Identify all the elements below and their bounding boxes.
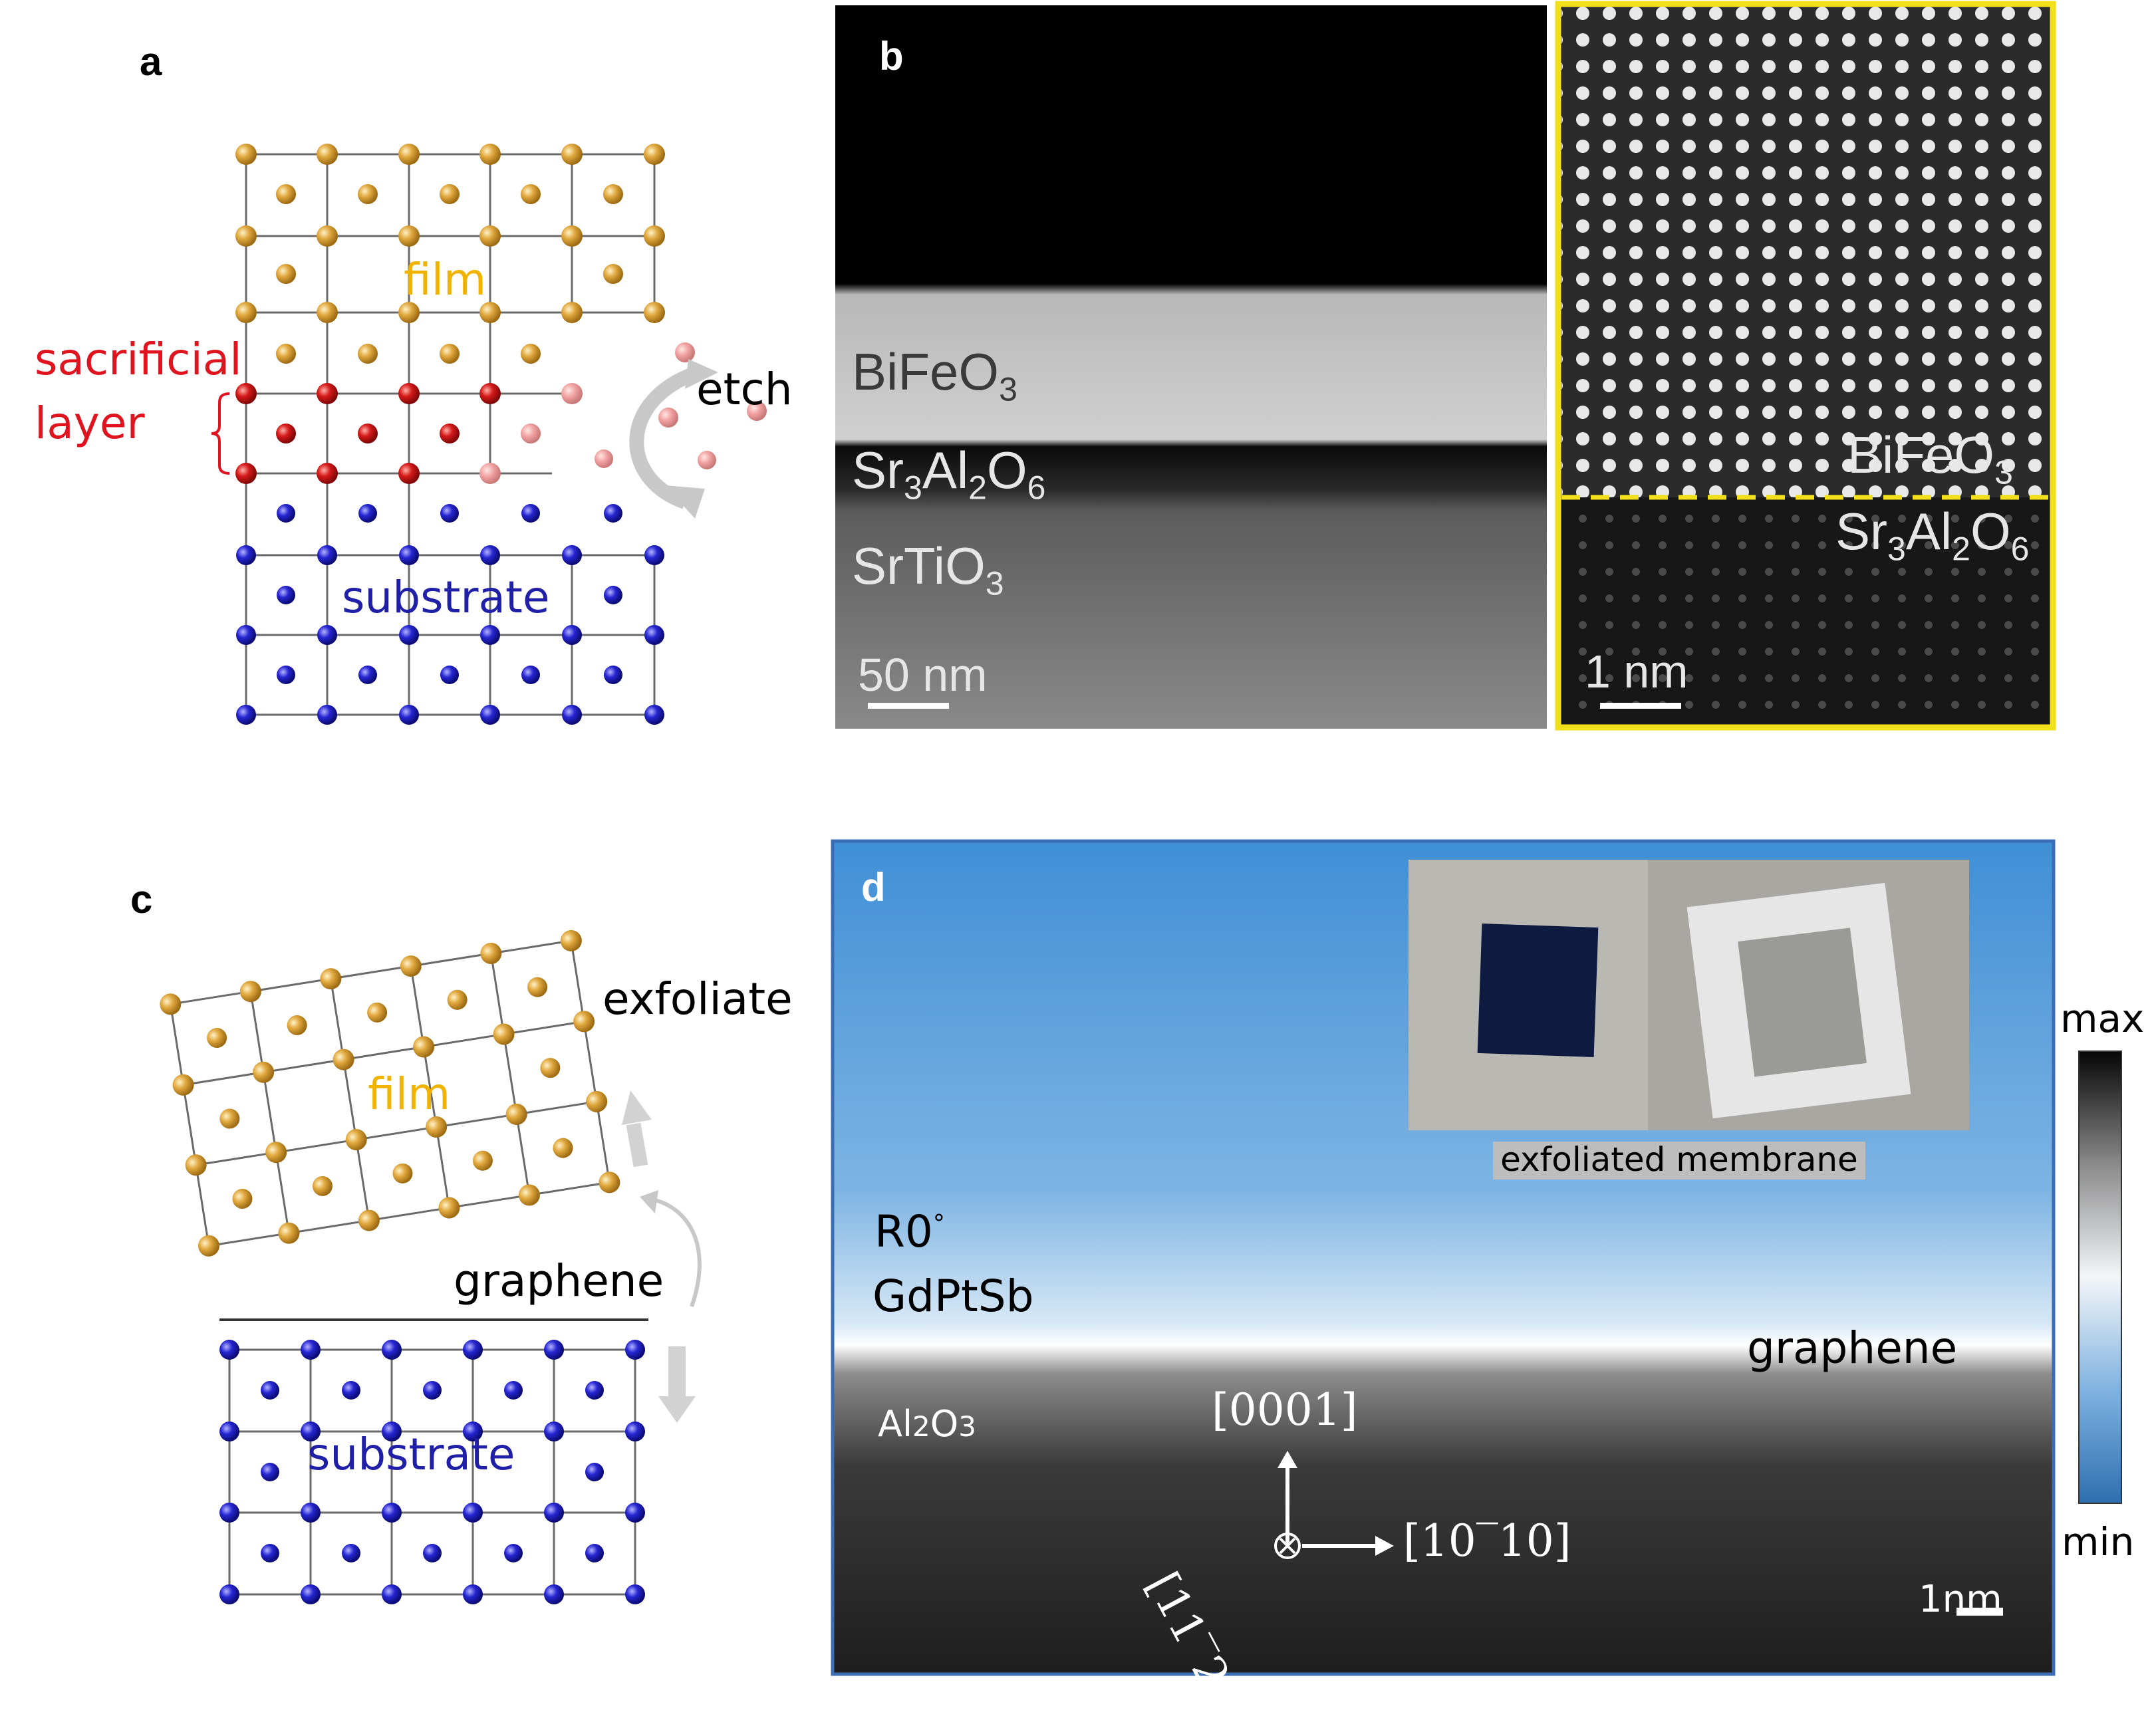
sr3al2o6-label-left: Sr3Al2O6 (852, 441, 1046, 507)
film-label-a: film (404, 254, 487, 305)
exfoliate-label: exfoliate (603, 973, 793, 1025)
bifeo3-label-left: BiFeO3 (852, 342, 1017, 408)
axis-label-10-10: [10‾10] (1403, 1515, 1571, 1566)
etch-arrow (629, 365, 701, 509)
inset-caption: exfoliated membrane (1500, 1140, 1858, 1179)
panel-label-d: d (861, 865, 886, 910)
gdptsb-label: GdPtSb (873, 1271, 1034, 1322)
graphene-label-d: graphene (1747, 1322, 1958, 1374)
film-label-c: film (368, 1068, 451, 1120)
highlight-border (1555, 1, 2056, 731)
tem-image-right (1558, 4, 2053, 727)
layer-label: layer (35, 398, 145, 449)
srtio3-label: SrTiO3 (852, 537, 1004, 602)
scale-bar-label-d: 1nm (1919, 1578, 2002, 1621)
sr3al2o6-label-right: Sr3Al2O6 (1835, 502, 2030, 568)
crystal-axes (1274, 1466, 1375, 1559)
axis-label-0001: [0001] (1212, 1384, 1358, 1435)
colorbar-max-label: max (2060, 996, 2145, 1041)
scale-bar-label-b-left: 50 nm (858, 649, 988, 701)
panel-label-a: a (140, 39, 162, 84)
sacrificial-bracket (211, 392, 230, 475)
sacrificial-label: sacrificial (35, 334, 242, 385)
panel-label-c: c (130, 877, 153, 922)
etch-label: etch (696, 364, 793, 415)
substrate-label-a: substrate (342, 572, 550, 623)
axis-label-11-20: [11‾20] (1137, 1564, 1261, 1736)
membrane-dark (1477, 924, 1599, 1058)
scale-bar-b-right (1600, 703, 1681, 709)
panel-label-b: b (879, 34, 904, 78)
panel-a-grid (245, 153, 656, 716)
al2o3-label: Al2O3 (878, 1403, 976, 1445)
substrate-label-c: substrate (307, 1429, 515, 1480)
bifeo3-label-right: BiFeO3 (1847, 426, 2013, 491)
colorbar (2078, 1051, 2122, 1504)
colorbar-min-label: min (2062, 1519, 2135, 1564)
scale-bar-b-left (868, 703, 949, 709)
membrane-light (1686, 882, 1911, 1119)
panel-a-sacrificial-atoms (235, 383, 501, 484)
scale-bar-label-b-right: 1 nm (1585, 646, 1688, 697)
inset-photo (1409, 860, 1969, 1130)
graphene-label-c: graphene (454, 1255, 664, 1306)
r0-label: R0° (874, 1206, 945, 1257)
